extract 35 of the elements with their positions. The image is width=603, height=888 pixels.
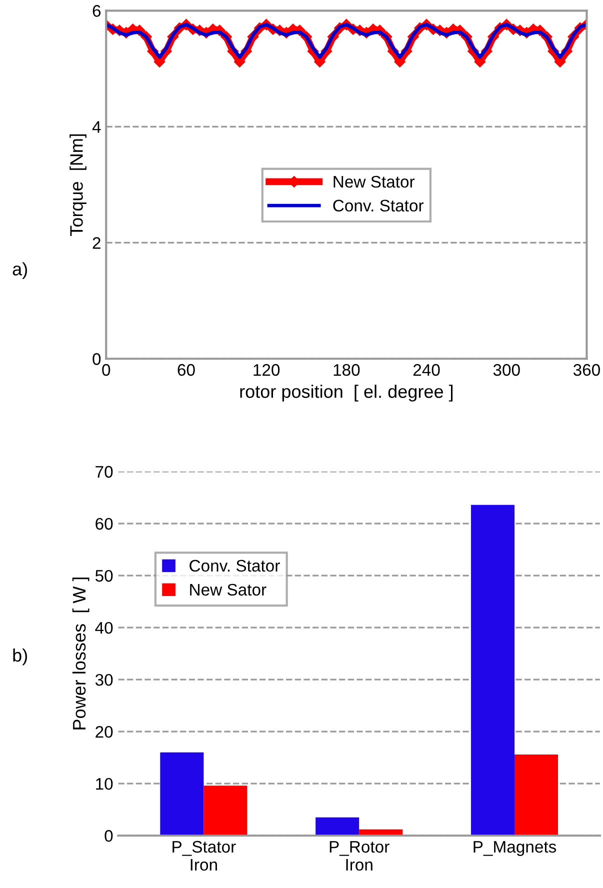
y-tick-label: 6 <box>92 5 101 17</box>
x-tick-label: P_Rotor Iron <box>330 841 390 871</box>
x-tick-label: 60 <box>178 364 195 376</box>
legend-label: New Sator <box>190 584 266 596</box>
legend-label: New Stator <box>334 176 415 188</box>
x-tick-label: P_Magnets <box>474 841 556 856</box>
x-axis-title: rotor position [ el. degree ] <box>240 384 453 402</box>
y-axis-title: Torque [Nm] <box>70 134 86 236</box>
y-tick-label: 50 <box>95 570 113 582</box>
y-tick-label: 30 <box>95 674 113 686</box>
bar <box>160 752 204 836</box>
y-tick-label: 2 <box>92 237 100 249</box>
x-tick-label: 360 <box>573 364 600 376</box>
y-tick-label: 0 <box>92 353 101 365</box>
y-tick-label: 70 <box>96 466 113 478</box>
x-tick-label: 240 <box>413 364 440 376</box>
text: b) <box>13 648 27 666</box>
y-tick-label: 0 <box>104 830 113 842</box>
x-tick-label: 300 <box>493 364 520 376</box>
bar <box>514 754 558 836</box>
x-tick-label: P_Stator Iron <box>172 840 236 871</box>
x-tick-label: 180 <box>334 364 360 376</box>
bar <box>204 786 248 836</box>
y-tick-label: 60 <box>96 518 113 530</box>
y-tick-label: 4 <box>92 121 101 133</box>
y-tick-label: 40 <box>95 622 113 634</box>
x-tick-label: 120 <box>254 364 280 376</box>
legend-label: Conv. Stator <box>190 560 280 572</box>
y-axis-title: Power losses [ W ] <box>72 578 90 730</box>
bar <box>316 817 360 836</box>
y-tick-label: 10 <box>96 778 113 790</box>
text: a) <box>12 262 27 280</box>
bar <box>470 504 515 836</box>
legend-label: Conv. Stator <box>333 200 424 212</box>
y-tick-label: 20 <box>96 726 113 738</box>
